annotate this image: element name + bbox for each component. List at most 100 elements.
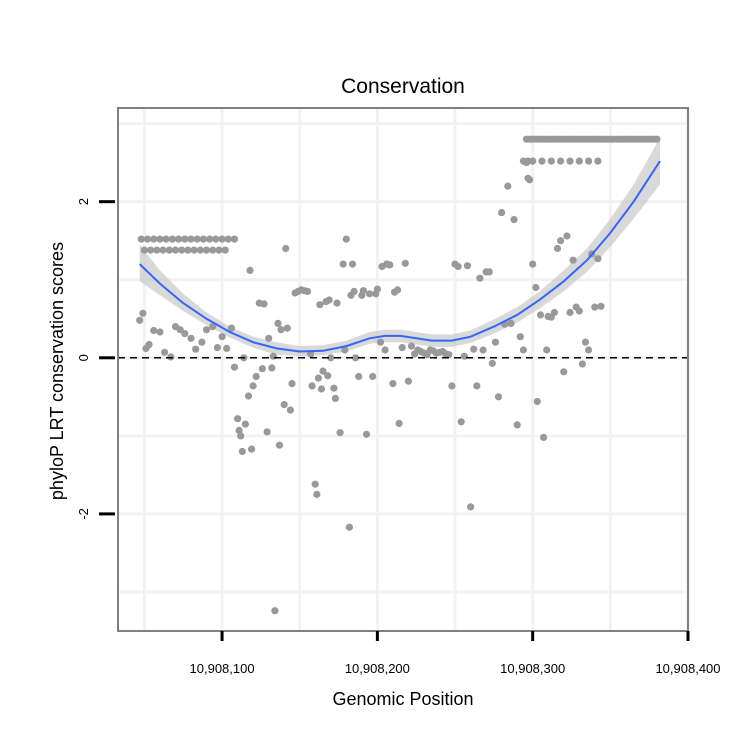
data-point [193, 235, 201, 243]
data-point [327, 354, 335, 362]
chart-title: Conservation [341, 75, 465, 98]
confidence-ribbon [139, 137, 660, 357]
data-point [398, 344, 406, 352]
x-tick-label: 10,908,200 [345, 661, 410, 676]
data-point [145, 340, 153, 349]
data-point [175, 235, 183, 243]
data-point [550, 308, 559, 317]
data-point [359, 287, 367, 295]
data-point [230, 235, 239, 243]
data-point [140, 246, 148, 254]
data-point [407, 342, 416, 350]
data-point [470, 345, 478, 353]
data-point [167, 353, 175, 361]
axes-layer: 10,908,100 10,908,200 10,908,300 10,908,400… [76, 198, 721, 676]
data-point [330, 384, 338, 392]
data-point [366, 290, 374, 298]
data-point [526, 176, 534, 184]
data-point [386, 261, 394, 269]
data-point [184, 246, 192, 254]
data-point [448, 382, 456, 390]
data-point [575, 307, 583, 315]
data-point [532, 283, 540, 292]
data-point [504, 182, 512, 190]
data-point [187, 334, 195, 342]
data-point [218, 235, 226, 243]
data-point [324, 372, 332, 380]
data-point [369, 372, 377, 381]
data-point [547, 157, 555, 165]
data-point [181, 235, 189, 243]
data-point [345, 523, 353, 531]
data-point [454, 262, 462, 271]
data-point [237, 432, 245, 440]
data-point [529, 260, 537, 268]
data-point [311, 480, 319, 488]
data-point [199, 235, 207, 243]
data-point [139, 309, 147, 317]
data-point [336, 429, 344, 437]
data-point [529, 157, 537, 165]
data-point [333, 299, 341, 307]
data-point [224, 235, 232, 243]
data-point [143, 235, 152, 243]
data-point [317, 385, 326, 393]
data-point [395, 419, 403, 427]
data-point [190, 246, 198, 254]
data-point [314, 374, 322, 382]
data-point [341, 346, 349, 354]
data-point [238, 447, 246, 456]
data-point [156, 328, 164, 336]
data-point [252, 372, 260, 381]
data-point [585, 346, 593, 354]
data-point [381, 346, 389, 354]
data-point [355, 372, 363, 381]
data-point [594, 255, 602, 263]
data-point [463, 262, 472, 270]
data-point [249, 382, 257, 390]
data-point [275, 441, 284, 449]
x-tick-label: 10,908,300 [500, 661, 565, 676]
confidence-ribbon-layer [139, 137, 660, 357]
data-point [594, 157, 602, 165]
data-point [516, 333, 524, 341]
grid-lines [118, 108, 690, 631]
data-point [202, 326, 211, 334]
data-point [566, 157, 574, 165]
data-point [227, 324, 235, 332]
data-point [533, 397, 541, 406]
data-point [147, 246, 155, 254]
data-point [476, 274, 484, 282]
data-point [212, 235, 220, 243]
x-axis-label: Genomic Position [332, 689, 473, 709]
data-point [319, 367, 327, 375]
data-point [591, 303, 599, 311]
data-point [376, 338, 385, 346]
x-tick-label: 10,908,400 [655, 661, 720, 676]
data-point [303, 287, 312, 295]
data-point [280, 401, 288, 409]
x-tick-label: 10,908,100 [190, 661, 255, 676]
data-point [265, 334, 273, 342]
data-point [460, 352, 468, 360]
data-point [566, 308, 574, 317]
data-point [223, 344, 231, 352]
data-point [653, 135, 661, 143]
y-tick-label: 2 [76, 198, 91, 205]
data-point [230, 363, 239, 371]
data-point [161, 348, 169, 356]
data-point [563, 232, 571, 240]
data-point [485, 268, 493, 276]
data-point [156, 235, 164, 243]
data-point [213, 344, 221, 352]
data-point [404, 377, 412, 385]
data-point [507, 319, 515, 327]
data-point [313, 490, 321, 498]
data-point [479, 346, 487, 354]
data-point [540, 433, 548, 441]
data-point [325, 296, 333, 304]
data-point [569, 256, 577, 264]
data-point [581, 338, 590, 346]
data-point [457, 418, 465, 426]
